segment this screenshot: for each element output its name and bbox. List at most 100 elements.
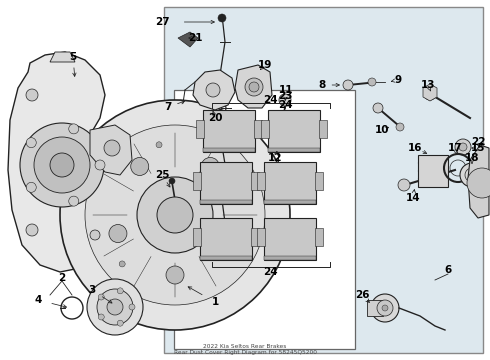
- Bar: [264, 256, 316, 260]
- Circle shape: [455, 139, 471, 155]
- Bar: [254, 120, 262, 138]
- Circle shape: [156, 142, 162, 148]
- Circle shape: [368, 78, 376, 86]
- Bar: [200, 162, 252, 204]
- Circle shape: [218, 14, 226, 22]
- Circle shape: [69, 124, 79, 134]
- Text: 23: 23: [278, 91, 292, 101]
- Text: 3: 3: [88, 285, 96, 295]
- Bar: [193, 172, 201, 190]
- Circle shape: [26, 182, 36, 192]
- Bar: [315, 172, 323, 190]
- Text: 12: 12: [268, 153, 282, 163]
- Polygon shape: [235, 65, 272, 108]
- Circle shape: [34, 137, 90, 193]
- Circle shape: [98, 294, 104, 300]
- Circle shape: [50, 153, 74, 177]
- Circle shape: [98, 314, 104, 320]
- Bar: [174, 90, 355, 349]
- Circle shape: [26, 224, 38, 236]
- Bar: [268, 110, 320, 152]
- Polygon shape: [90, 125, 132, 175]
- Text: 27: 27: [155, 17, 170, 27]
- Circle shape: [467, 168, 490, 198]
- Bar: [264, 218, 316, 260]
- Circle shape: [107, 299, 123, 315]
- Text: 24: 24: [263, 95, 277, 105]
- Polygon shape: [50, 52, 75, 62]
- Circle shape: [90, 230, 100, 240]
- Bar: [257, 172, 265, 190]
- Circle shape: [371, 294, 399, 322]
- Circle shape: [276, 129, 286, 139]
- Circle shape: [273, 143, 283, 153]
- Bar: [261, 120, 269, 138]
- Circle shape: [241, 233, 247, 239]
- Circle shape: [398, 179, 410, 191]
- Circle shape: [129, 304, 135, 310]
- Circle shape: [166, 266, 184, 284]
- Text: 14: 14: [406, 193, 420, 203]
- Circle shape: [343, 80, 353, 90]
- Circle shape: [26, 138, 36, 148]
- Text: 21: 21: [188, 33, 202, 43]
- Text: 15: 15: [471, 143, 485, 153]
- Circle shape: [382, 305, 388, 311]
- Text: 11: 11: [279, 85, 293, 95]
- Circle shape: [223, 225, 241, 243]
- Text: 17: 17: [448, 143, 462, 153]
- Bar: [418, 155, 448, 187]
- Text: 13: 13: [421, 80, 435, 90]
- Bar: [268, 148, 320, 152]
- Circle shape: [396, 123, 404, 131]
- Text: 6: 6: [444, 265, 452, 275]
- Text: 24: 24: [278, 100, 293, 110]
- Circle shape: [60, 100, 290, 330]
- Bar: [203, 148, 255, 152]
- Text: 24: 24: [263, 267, 277, 277]
- Bar: [315, 228, 323, 246]
- Circle shape: [279, 94, 291, 106]
- Text: 18: 18: [465, 153, 479, 163]
- Circle shape: [377, 300, 393, 316]
- Circle shape: [20, 123, 104, 207]
- Circle shape: [85, 125, 265, 305]
- Bar: [257, 228, 265, 246]
- Bar: [200, 218, 252, 260]
- Circle shape: [104, 140, 120, 156]
- Circle shape: [245, 78, 263, 96]
- Text: 26: 26: [355, 290, 369, 300]
- Circle shape: [373, 103, 383, 113]
- Circle shape: [117, 320, 123, 326]
- Text: 20: 20: [208, 113, 222, 123]
- Circle shape: [137, 177, 213, 253]
- Text: 10: 10: [375, 125, 389, 135]
- Circle shape: [424, 88, 436, 100]
- Text: 9: 9: [394, 75, 402, 85]
- Circle shape: [97, 289, 133, 325]
- Text: 4: 4: [34, 295, 42, 305]
- Bar: [200, 200, 252, 204]
- Bar: [193, 228, 201, 246]
- Bar: [367, 300, 383, 316]
- Text: 7: 7: [164, 102, 171, 112]
- Circle shape: [169, 178, 175, 184]
- Polygon shape: [423, 84, 437, 101]
- Circle shape: [460, 163, 484, 187]
- Text: 8: 8: [318, 80, 326, 90]
- Bar: [251, 228, 259, 246]
- Bar: [196, 120, 204, 138]
- Bar: [319, 120, 327, 138]
- Circle shape: [95, 160, 105, 170]
- Circle shape: [206, 83, 220, 97]
- Bar: [203, 110, 255, 152]
- Circle shape: [459, 143, 467, 151]
- Polygon shape: [8, 52, 108, 272]
- Text: 5: 5: [70, 52, 76, 62]
- Circle shape: [119, 261, 125, 267]
- Text: 19: 19: [258, 60, 272, 70]
- Circle shape: [249, 82, 259, 92]
- Text: 2022 Kia Seltos Rear Brakes
Rear Dust Cover Right Diagram for 58245Q5200: 2022 Kia Seltos Rear Brakes Rear Dust Co…: [173, 344, 317, 355]
- Circle shape: [201, 157, 219, 175]
- Polygon shape: [468, 145, 489, 218]
